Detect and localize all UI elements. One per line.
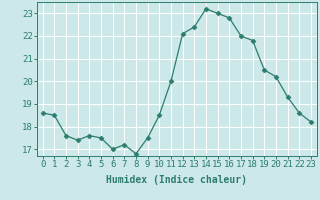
X-axis label: Humidex (Indice chaleur): Humidex (Indice chaleur) — [106, 175, 247, 185]
